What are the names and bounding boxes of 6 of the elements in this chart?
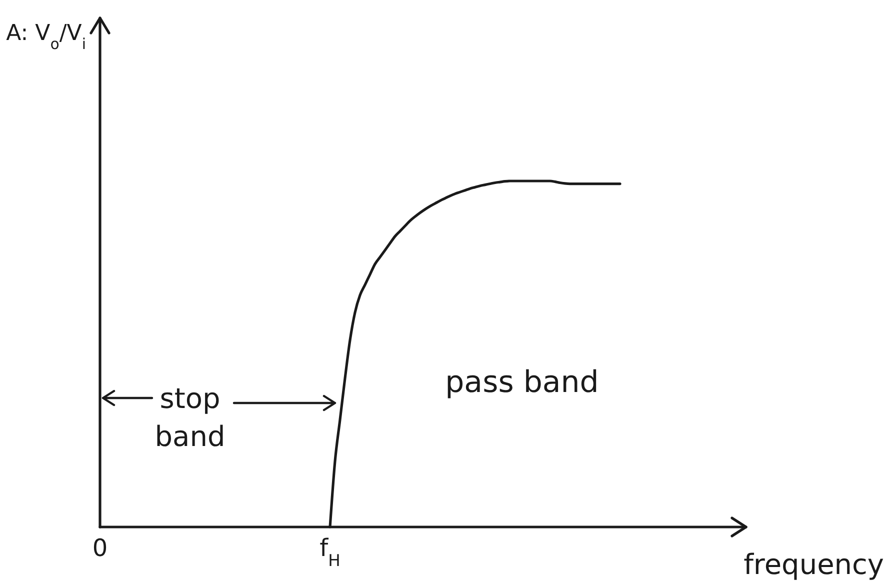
text: A: V$_{o}$/V$_{i}$ bbox=[6, 21, 86, 53]
annotation: stop band bbox=[154, 382, 226, 453]
x-axis-title: frequency bbox=[744, 548, 884, 581]
x-tick-label: f$_{H}$ bbox=[320, 534, 340, 570]
x-tick-label: 0 bbox=[92, 534, 108, 562]
annotation: pass band bbox=[445, 365, 599, 400]
